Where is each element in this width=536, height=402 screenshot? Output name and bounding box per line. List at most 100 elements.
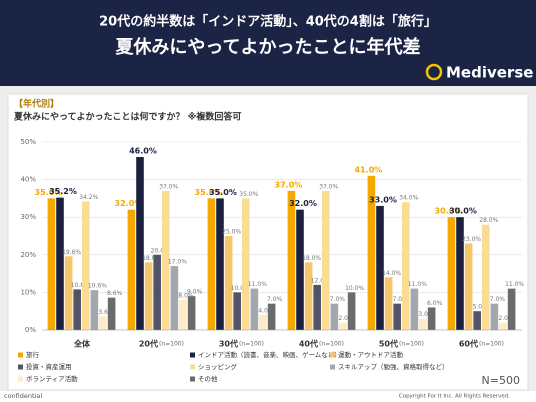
legend-swatch xyxy=(330,352,335,358)
bar xyxy=(384,277,393,330)
logo: Mediverse xyxy=(446,64,533,82)
bar xyxy=(499,322,507,330)
sample-size: N=500 xyxy=(482,374,520,387)
bar xyxy=(287,190,296,330)
data-label: 11.0% xyxy=(248,281,267,288)
bar xyxy=(73,289,81,330)
bar xyxy=(267,303,276,330)
bar xyxy=(82,201,90,330)
bar xyxy=(447,217,456,330)
legend-swatch xyxy=(190,364,195,370)
bar xyxy=(473,311,481,330)
bar xyxy=(330,303,339,330)
data-label: 12.0% xyxy=(311,277,330,284)
bar xyxy=(233,292,241,330)
data-label: 3.6% xyxy=(98,309,114,316)
data-label: 35.0% xyxy=(195,188,223,197)
x-tick-label: 40代 xyxy=(299,339,318,349)
legend-swatch xyxy=(18,364,23,370)
bar xyxy=(224,236,233,330)
bar xyxy=(127,209,136,330)
n-label: (n=100) xyxy=(159,341,184,348)
data-label: 35.0% xyxy=(35,188,63,197)
y-tick-label: 30% xyxy=(20,213,36,221)
bar xyxy=(427,307,436,330)
bar xyxy=(207,198,216,330)
header-band xyxy=(0,0,536,86)
bar xyxy=(410,288,419,330)
bar xyxy=(216,198,224,330)
bar xyxy=(313,284,321,330)
bar xyxy=(250,288,259,330)
x-tick-label: 60代 xyxy=(459,339,478,349)
x-tick-label: 30代 xyxy=(219,339,238,349)
data-label: 7.0% xyxy=(393,296,409,303)
bar xyxy=(153,254,161,330)
data-label: 7.0% xyxy=(490,296,506,303)
data-label: 10.8% xyxy=(71,282,90,289)
bar xyxy=(376,205,384,330)
legend-label: ボランティア活動 xyxy=(26,374,78,383)
data-label: 9.0% xyxy=(187,289,203,296)
n-label: (n=100) xyxy=(319,341,344,348)
data-label: 4.0% xyxy=(258,307,274,314)
legend-label: その他 xyxy=(198,374,218,383)
bar xyxy=(419,318,427,330)
data-label: 11.0% xyxy=(408,281,427,288)
data-label: 46.0% xyxy=(129,147,157,156)
y-tick-label: 20% xyxy=(20,251,36,259)
data-label: 2.0% xyxy=(498,315,514,322)
bar xyxy=(242,198,250,330)
data-label: 35.0% xyxy=(209,188,237,197)
legend-swatch xyxy=(190,376,195,382)
data-label: 25.0% xyxy=(222,229,241,236)
section-label: 【年代別】 xyxy=(14,98,59,110)
bar xyxy=(136,157,144,330)
data-label: 41.0% xyxy=(355,165,383,174)
legend-label: ショッピング xyxy=(198,362,238,371)
data-label: 18.0% xyxy=(302,255,321,262)
bar xyxy=(144,262,153,330)
data-label: 35.2% xyxy=(49,187,77,196)
data-label: 6.0% xyxy=(427,300,443,307)
data-label: 30.0% xyxy=(435,207,463,216)
x-tick-label: 全体 xyxy=(73,339,91,349)
data-label: 10.6% xyxy=(88,283,107,290)
data-label: 28.0% xyxy=(479,217,498,224)
data-label: 10.0% xyxy=(345,285,364,292)
bar xyxy=(162,190,170,330)
data-label: 34.2% xyxy=(79,194,98,201)
data-label: 20.0% xyxy=(151,247,170,254)
data-label: 14.0% xyxy=(382,270,401,277)
bar xyxy=(507,288,516,330)
bar xyxy=(64,256,73,330)
legend-label: 旅行 xyxy=(26,350,40,359)
n-label: (n=100) xyxy=(479,341,504,348)
title-line1: 20代の約半数は「インドア活動」、40代の4割は「旅行」 xyxy=(99,14,437,30)
data-label: 37.0% xyxy=(159,183,178,190)
data-label: 37.0% xyxy=(319,183,338,190)
legend-label: スキルアップ（勉強、資格取得など） xyxy=(338,362,449,371)
bar xyxy=(402,202,410,330)
bar xyxy=(304,262,313,330)
footer-right: Copyright For It Inc. All Rights Reserve… xyxy=(399,394,510,400)
logo-icon xyxy=(425,63,443,81)
legend-label: 運動・アウトドア活動 xyxy=(338,350,404,359)
data-label: 7.0% xyxy=(267,296,283,303)
bar xyxy=(367,175,376,330)
data-label: 23.0% xyxy=(462,236,481,243)
bar xyxy=(170,266,179,330)
legend-swatch xyxy=(18,352,23,358)
y-tick-label: 0% xyxy=(25,326,36,334)
data-label: 3.0% xyxy=(418,311,434,318)
bar xyxy=(347,292,356,330)
bar xyxy=(56,197,64,330)
x-tick-label: 20代 xyxy=(139,339,158,349)
footer-left: confidential xyxy=(4,392,42,400)
bar xyxy=(107,297,116,330)
legend-label: 投資・資産運用 xyxy=(26,362,72,371)
data-label: 30.0% xyxy=(449,207,477,216)
x-tick-label: 50代 xyxy=(379,339,398,349)
data-label: 7.0% xyxy=(330,296,346,303)
